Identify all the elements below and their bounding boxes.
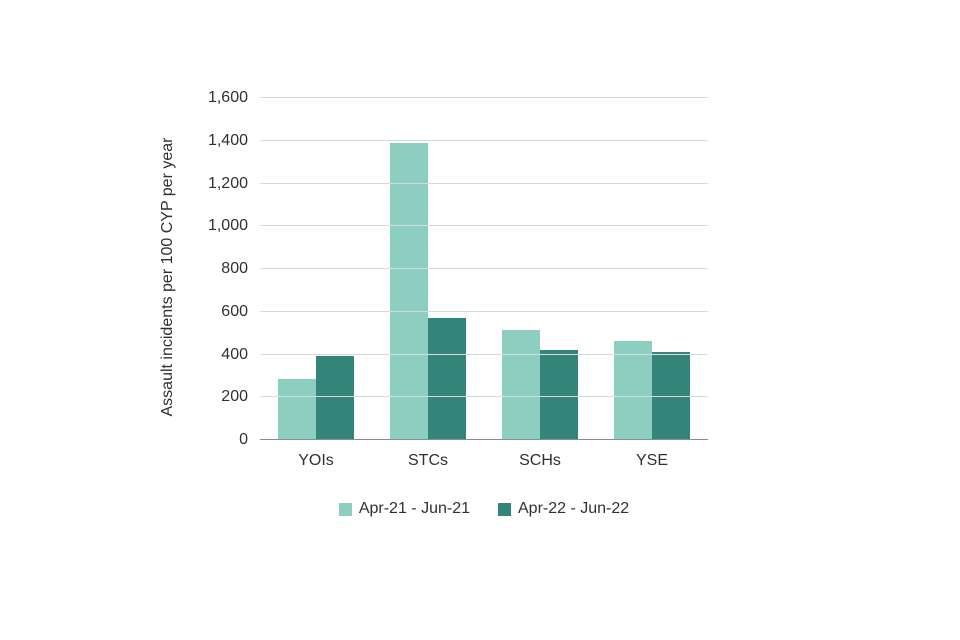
y-tick-label: 200 (221, 388, 248, 406)
x-axis-label-stcs: STCs (408, 452, 448, 469)
bar-chart: Assault incidents per 100 CYP per year 0… (150, 90, 708, 518)
legend-swatch-series1 (338, 502, 352, 516)
x-axis-label-schs: SCHs (519, 452, 561, 469)
legend-swatch-series2 (498, 502, 511, 516)
gridline (260, 225, 708, 227)
plot-area (260, 97, 708, 440)
y-tick-label: 600 (221, 302, 248, 320)
bar-schs-series1 (502, 330, 540, 439)
gridline (260, 97, 708, 98)
legend-item-series1: Apr-21 - Jun-21 (338, 500, 470, 518)
bar-yois-series2 (316, 355, 354, 439)
y-axis-title-text: Assault incidents per 100 CYP per year (159, 137, 176, 417)
legend-label-series2: Apr-22 - Jun-22 (518, 500, 630, 517)
legend-item-series2: Apr-22 - Jun-22 (498, 500, 629, 518)
y-tick-label: 1,000 (207, 217, 248, 235)
gridline (260, 268, 708, 269)
bar-group-yse (596, 98, 708, 439)
gridline (260, 310, 708, 312)
bar-yse-series2 (652, 351, 690, 439)
y-tick-label: 0 (239, 431, 248, 448)
bar-groups (260, 98, 708, 439)
bar-schs-series2 (540, 349, 578, 439)
gridline (260, 353, 708, 355)
bar-stcs-series1 (390, 142, 428, 439)
plot-column: YOIs STCs SCHs YSE Apr-21 - Jun-21 Apr-22 - … (260, 97, 708, 518)
gridline (260, 396, 708, 398)
y-axis-title: Assault incidents per 100 CYP per year (150, 98, 186, 456)
y-tick-label: 400 (221, 345, 248, 363)
y-tick-label: 1,600 (207, 89, 248, 106)
y-tick-label: 800 (221, 260, 248, 277)
legend-label-series1: Apr-21 - Jun-21 (358, 500, 470, 517)
legend: Apr-21 - Jun-21 Apr-22 - Jun-22 (260, 500, 708, 518)
y-tick-label: 1,400 (207, 131, 248, 149)
bar-stcs-series2 (428, 317, 466, 439)
y-tick-label: 1,200 (207, 174, 248, 192)
x-axis-baseline (260, 439, 708, 440)
gridline (260, 182, 708, 184)
bar-yse-series1 (614, 340, 652, 439)
bar-group-yois (260, 98, 372, 439)
y-axis-ticks: 0 200 400 600 800 1,000 1,200 1,400 1,600 (186, 90, 260, 448)
bar-yois-series1 (278, 379, 316, 439)
x-axis-label-yois: YOIs (298, 452, 334, 469)
bar-group-schs (484, 98, 596, 439)
x-axis-label-yse: YSE (635, 452, 668, 469)
x-axis-labels: YOIs STCs SCHs YSE (260, 452, 708, 470)
gridline (260, 139, 708, 141)
bar-group-stcs (372, 98, 484, 439)
